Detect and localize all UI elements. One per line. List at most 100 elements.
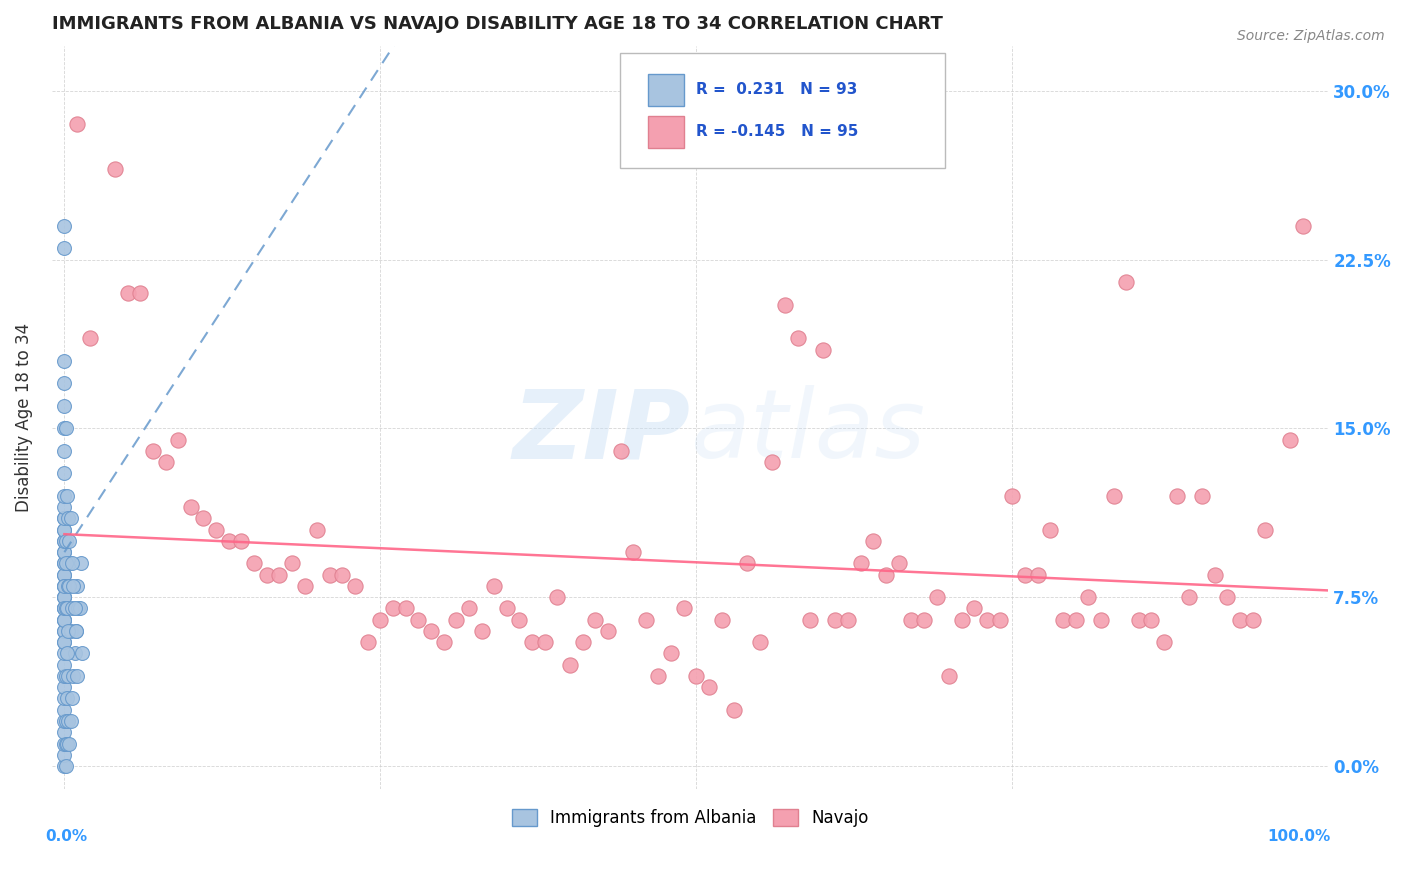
Point <box>53 635 76 649</box>
Point <box>53 376 76 391</box>
Text: ZIP: ZIP <box>512 385 690 478</box>
Point <box>53 669 76 683</box>
Point <box>205 523 228 537</box>
Point <box>58 737 80 751</box>
Text: R =  0.231   N = 93: R = 0.231 N = 93 <box>696 82 858 97</box>
Legend: Immigrants from Albania, Navajo: Immigrants from Albania, Navajo <box>505 802 876 834</box>
Point <box>53 601 76 615</box>
Point <box>53 567 76 582</box>
Point <box>887 557 910 571</box>
Point <box>786 331 808 345</box>
Point <box>1153 635 1175 649</box>
Point <box>56 579 79 593</box>
Point <box>53 680 76 694</box>
Point <box>735 557 758 571</box>
Point <box>1191 489 1213 503</box>
Point <box>59 624 82 638</box>
Point <box>55 737 77 751</box>
Point <box>571 635 593 649</box>
Point <box>1229 613 1251 627</box>
Point <box>1216 591 1239 605</box>
Point <box>53 624 76 638</box>
Point <box>65 624 87 638</box>
Point <box>546 591 568 605</box>
Point <box>53 635 76 649</box>
Point <box>53 725 76 739</box>
Point <box>60 691 83 706</box>
Point <box>256 567 278 582</box>
Point <box>59 714 82 728</box>
Point <box>55 533 77 548</box>
Point <box>53 591 76 605</box>
Point <box>60 557 83 571</box>
Point <box>634 613 657 627</box>
Point <box>773 297 796 311</box>
Point <box>104 162 127 177</box>
Point <box>837 613 859 627</box>
Point <box>357 635 380 649</box>
Point <box>659 647 682 661</box>
Point <box>269 567 291 582</box>
Point <box>56 669 79 683</box>
Point <box>470 624 492 638</box>
Point <box>53 557 76 571</box>
Point <box>218 533 240 548</box>
Point <box>53 591 76 605</box>
Point <box>609 443 631 458</box>
Point <box>1178 591 1201 605</box>
Point <box>53 523 76 537</box>
Text: 0.0%: 0.0% <box>45 830 87 845</box>
Point <box>70 647 93 661</box>
Text: 100.0%: 100.0% <box>1268 830 1331 845</box>
Point <box>508 613 530 627</box>
Point <box>1052 613 1074 627</box>
Point <box>62 669 84 683</box>
Point <box>55 557 77 571</box>
Point <box>53 624 76 638</box>
Point <box>520 635 543 649</box>
Point <box>53 657 76 672</box>
Point <box>53 567 76 582</box>
Point <box>912 613 935 627</box>
Point <box>1140 613 1163 627</box>
Point <box>900 613 922 627</box>
Point <box>69 557 91 571</box>
Point <box>761 455 783 469</box>
Point <box>482 579 505 593</box>
Point <box>55 714 77 728</box>
Point <box>849 557 872 571</box>
Point <box>53 489 76 503</box>
Point <box>53 421 76 435</box>
Point <box>1204 567 1226 582</box>
Point <box>457 601 479 615</box>
Point <box>231 533 253 548</box>
Point <box>382 601 405 615</box>
Point <box>875 567 897 582</box>
Y-axis label: Disability Age 18 to 34: Disability Age 18 to 34 <box>15 323 32 512</box>
Point <box>53 219 76 233</box>
Point <box>344 579 367 593</box>
Point <box>53 737 76 751</box>
Point <box>53 601 76 615</box>
Point <box>697 680 720 694</box>
Point <box>67 601 90 615</box>
Point <box>56 714 79 728</box>
Point <box>824 613 846 627</box>
Point <box>58 533 80 548</box>
Point <box>56 691 79 706</box>
Point <box>558 657 581 672</box>
Point <box>53 579 76 593</box>
Point <box>53 523 76 537</box>
Point <box>533 635 555 649</box>
Bar <box>648 116 683 148</box>
Point <box>53 545 76 559</box>
Point <box>66 669 89 683</box>
Point <box>55 759 77 773</box>
Point <box>53 467 76 481</box>
Point <box>53 613 76 627</box>
Point <box>53 443 76 458</box>
Point <box>53 399 76 413</box>
Point <box>53 579 76 593</box>
Point <box>55 421 77 435</box>
Point <box>69 601 91 615</box>
